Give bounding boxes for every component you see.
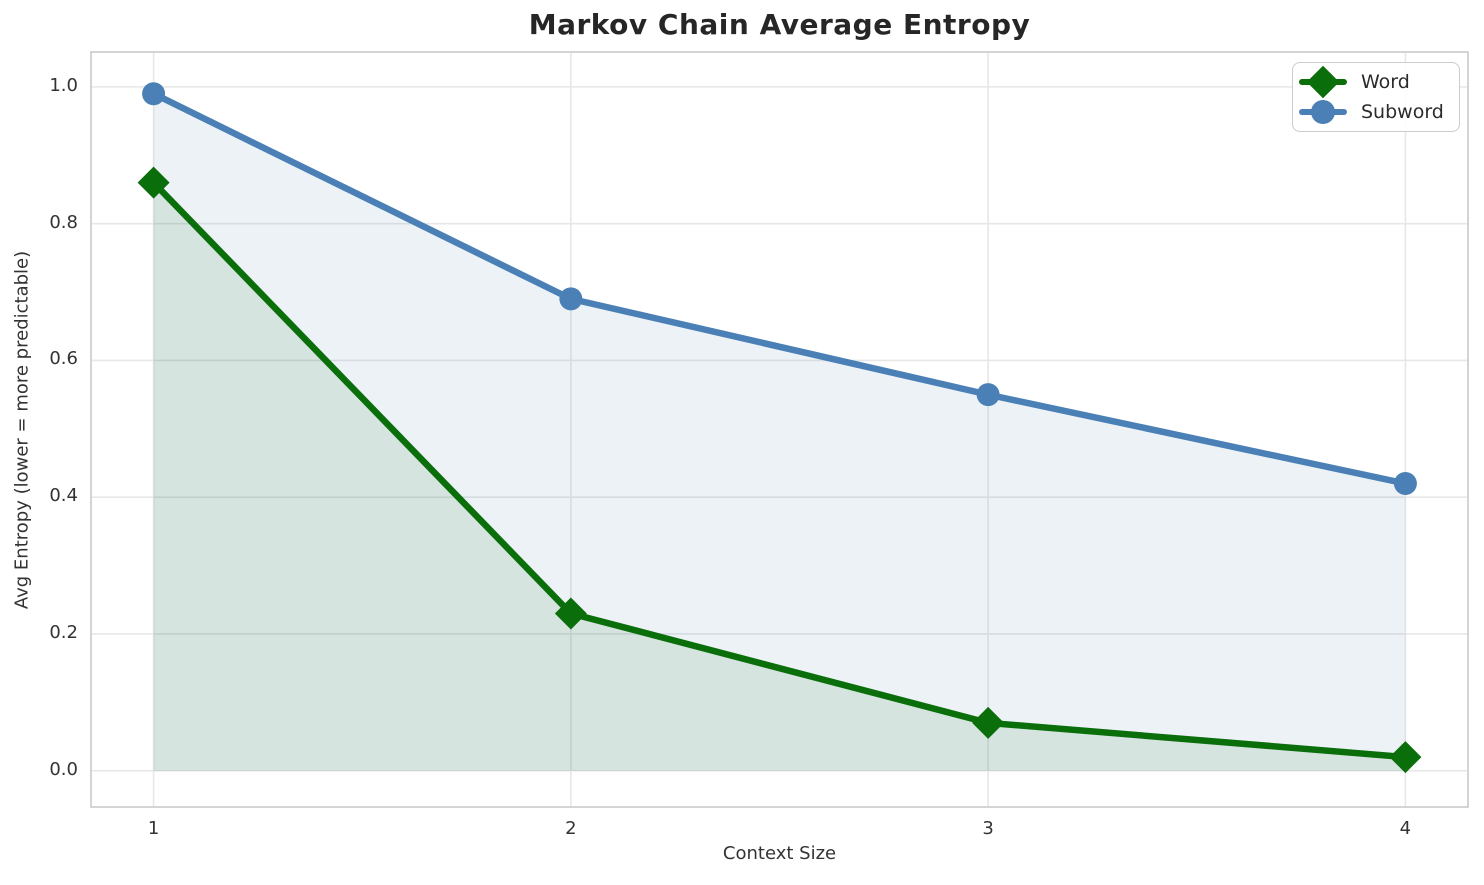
legend-item-word: Word (1299, 65, 1451, 99)
y-tick-label: 1.0 (49, 74, 78, 96)
word-data-point (972, 706, 1005, 739)
subword-data-point (142, 82, 166, 106)
word-data-point (137, 166, 170, 199)
subword-data-point (559, 287, 583, 311)
x-tick-label: 1 (147, 818, 160, 839)
chart-title: Markov Chain Average Entropy (528, 8, 1031, 41)
subword-line (150, 90, 1409, 487)
word-fill-area (153, 182, 1406, 771)
diamond-marker-icon (1306, 65, 1340, 99)
axes-frame (90, 51, 1469, 808)
legend-item-subword: Subword (1299, 97, 1451, 127)
word-line (150, 179, 1409, 761)
subword-data-point (1393, 472, 1417, 496)
subword-series-sample (1299, 97, 1347, 127)
y-tick-label: 0.2 (49, 621, 78, 643)
subword-data-point (976, 383, 1000, 407)
word-series-sample (1299, 65, 1347, 99)
y-tick-label: 0.4 (49, 485, 78, 507)
y-axis-label: Avg Entropy (lower = more predictable) (11, 250, 33, 610)
subword-fill-area (153, 93, 1406, 771)
y-tick-label: 0.6 (49, 348, 78, 370)
circle-marker-icon (1311, 100, 1335, 124)
x-tick-label: 3 (982, 818, 994, 839)
legend-label-word: Word (1361, 71, 1410, 93)
legend-label-subword: Subword (1361, 101, 1444, 123)
legend: Word Subword (1292, 62, 1460, 132)
x-tick-label: 2 (565, 818, 577, 839)
x-tick-label: 4 (1399, 818, 1412, 839)
y-tick-label: 0.8 (49, 211, 78, 233)
word-data-point (554, 597, 587, 630)
x-axis-label: Context Size (722, 843, 837, 864)
y-tick-label: 0.0 (49, 758, 78, 780)
word-data-point (1389, 741, 1422, 774)
